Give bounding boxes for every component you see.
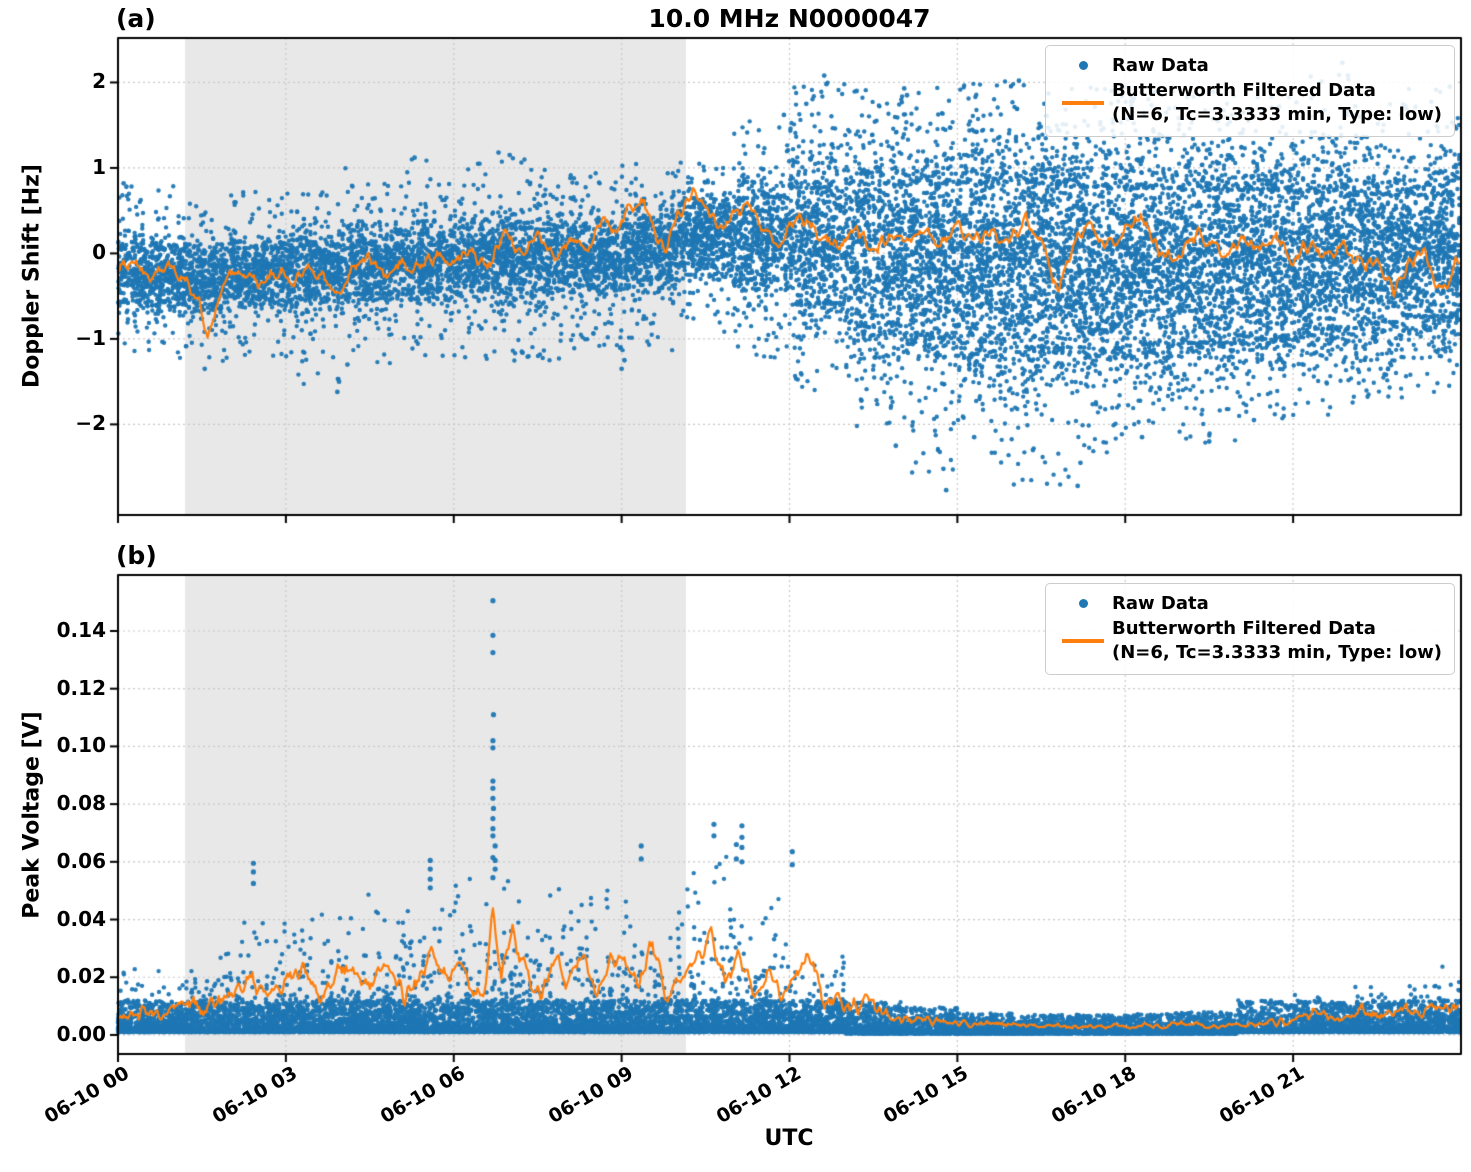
legend-entry-filtered: Butterworth Filtered Data (N=6, Tc=3.333… <box>1054 617 1446 664</box>
y-tick-label: 0.04 <box>56 906 106 931</box>
y-tick-label: 1 <box>92 154 106 179</box>
y-tick-label: −1 <box>75 325 106 350</box>
y-tick-label: 0.14 <box>56 617 106 642</box>
legend-filtered-label: Butterworth Filtered Data (N=6, Tc=3.333… <box>1112 618 1443 663</box>
legend-panel-b: Raw Data Butterworth Filtered Data (N=6,… <box>1045 583 1455 676</box>
legend-filtered-label: Butterworth Filtered Data (N=6, Tc=3.333… <box>1112 80 1443 125</box>
y-tick-label: 0.08 <box>56 791 106 816</box>
filtered-line-icon <box>1054 639 1112 643</box>
raw-data-dot-icon <box>1054 61 1112 71</box>
legend-entry-filtered: Butterworth Filtered Data (N=6, Tc=3.333… <box>1054 79 1446 126</box>
y-tick-label: 2 <box>92 69 106 94</box>
legend-raw-label: Raw Data <box>1112 55 1209 76</box>
legend-panel-a: Raw Data Butterworth Filtered Data (N=6,… <box>1045 45 1455 138</box>
y-tick-label: 0.06 <box>56 848 106 873</box>
legend-entry-raw: Raw Data <box>1054 54 1446 77</box>
y-tick-label: 0.12 <box>56 675 106 700</box>
y-tick-label: −2 <box>75 411 106 436</box>
y-tick-label: 0.00 <box>56 1021 106 1046</box>
y-tick-label: 0.10 <box>56 733 106 758</box>
legend-entry-raw: Raw Data <box>1054 592 1446 615</box>
panel-a-label: (a) <box>116 4 156 33</box>
raw-data-dot-icon <box>1054 599 1112 609</box>
x-axis-label: UTC <box>764 1126 814 1151</box>
y-tick-label: 0.02 <box>56 964 106 989</box>
chart-title: 10.0 MHz N0000047 <box>648 4 931 33</box>
filtered-line-icon <box>1054 101 1112 105</box>
panel-b-label: (b) <box>116 541 157 570</box>
y-axis-label-doppler: Doppler Shift [Hz] <box>19 164 45 388</box>
y-tick-label: 0 <box>92 240 106 265</box>
legend-raw-label: Raw Data <box>1112 593 1209 614</box>
